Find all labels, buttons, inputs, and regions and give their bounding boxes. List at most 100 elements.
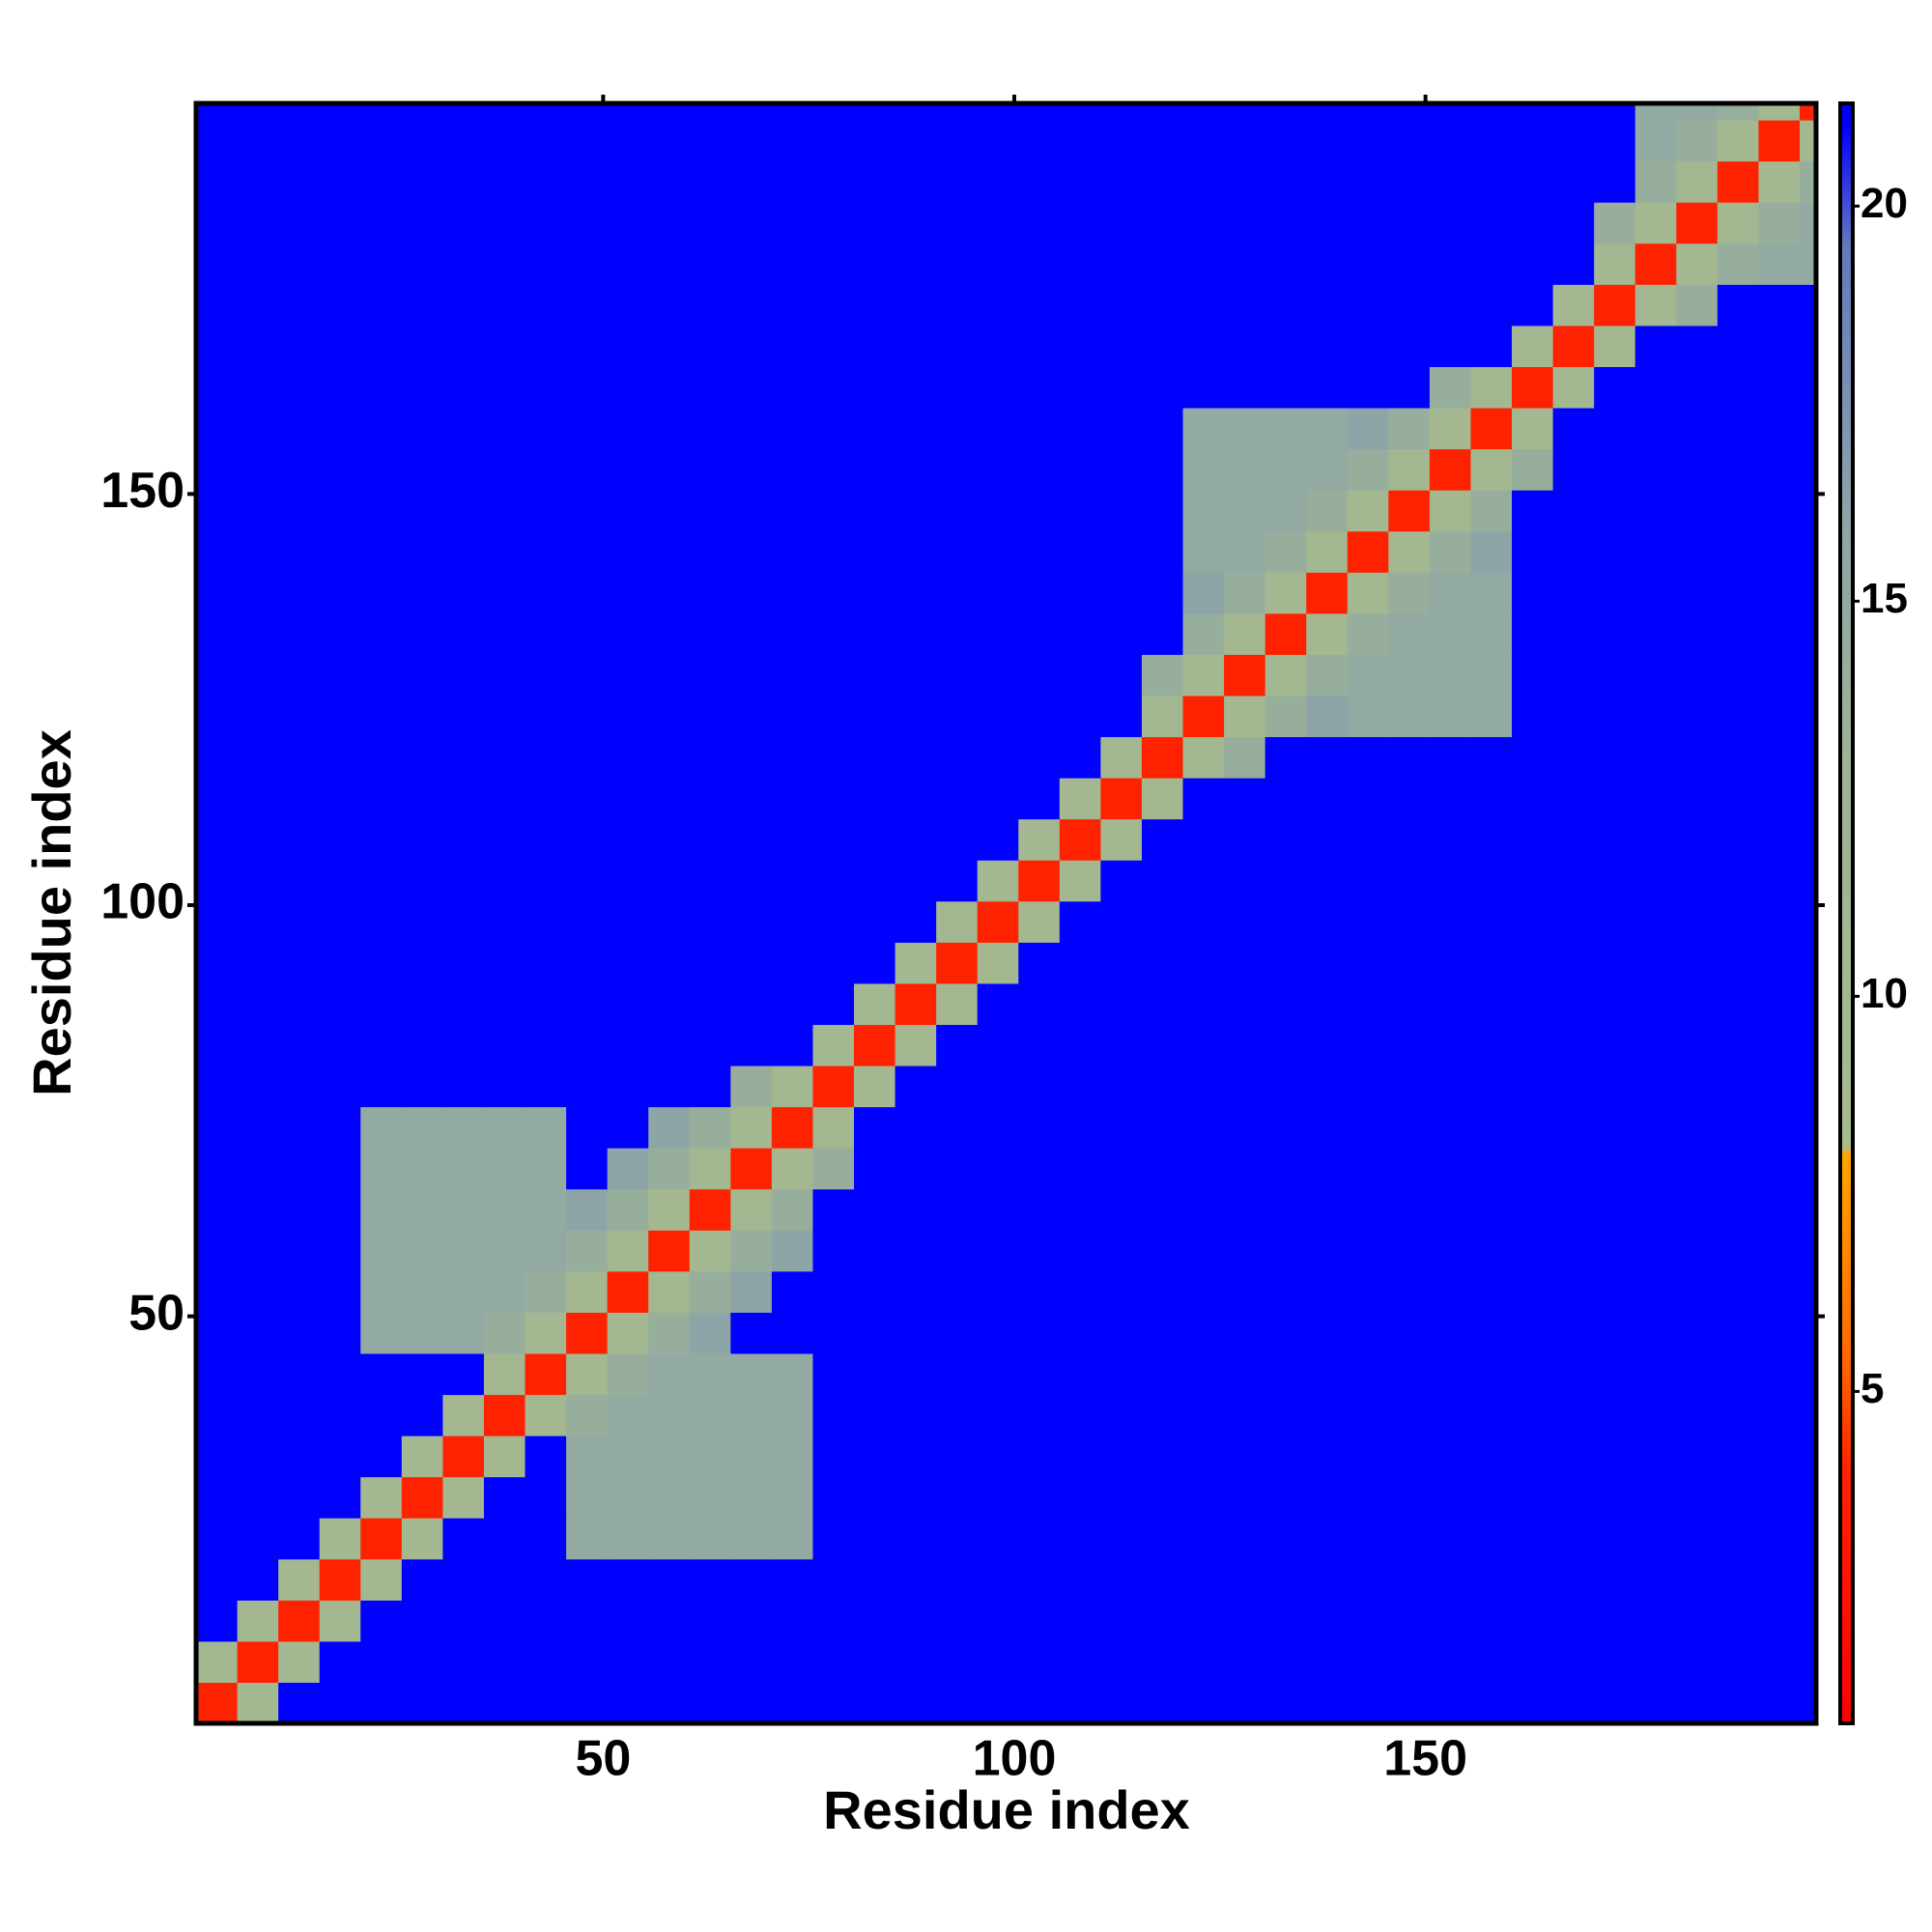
heatmap-cell (525, 1230, 567, 1272)
heatmap-cell (648, 160, 691, 203)
heatmap-cell (360, 1148, 403, 1190)
heatmap-cell (854, 103, 896, 121)
heatmap-cell (1429, 695, 1472, 738)
heatmap-cell (648, 778, 691, 820)
heatmap-cell (1182, 654, 1225, 696)
heatmap-cell (1224, 366, 1266, 409)
heatmap-cell (360, 366, 403, 409)
heatmap-cell (771, 942, 814, 984)
heatmap-cell (319, 1558, 361, 1601)
heatmap-cell (1799, 982, 1817, 1026)
colorbar-tick-label: 10 (1861, 970, 1908, 1017)
heatmap-cell (771, 407, 814, 450)
heatmap-cell (1018, 736, 1061, 779)
heatmap-cell (1264, 1476, 1307, 1519)
heatmap-cell (1388, 654, 1431, 696)
heatmap-cell (1264, 572, 1307, 614)
heatmap-cell (1676, 448, 1719, 491)
heatmap-cell (319, 1024, 361, 1066)
heatmap-cell (1758, 572, 1801, 614)
heatmap-cell (566, 103, 609, 121)
heatmap-cell (360, 1312, 403, 1354)
heatmap-cell (483, 1270, 526, 1313)
heatmap-cell (1182, 942, 1225, 984)
heatmap-cell (689, 982, 731, 1026)
heatmap-cell (895, 1065, 937, 1108)
heatmap-cell (730, 490, 773, 532)
heatmap-cell (1224, 1065, 1266, 1108)
heatmap-cell (566, 572, 609, 614)
heatmap-cell (442, 778, 485, 820)
heatmap-cell (895, 530, 937, 573)
heatmap-cell (1182, 160, 1225, 203)
heatmap-cell (1347, 1600, 1389, 1642)
heatmap-cell (812, 1270, 855, 1313)
heatmap-cell (1059, 572, 1101, 614)
heatmap-cell (1470, 407, 1513, 450)
heatmap-cell (196, 366, 239, 409)
heatmap-cell (812, 1394, 855, 1436)
heatmap-cell (771, 1024, 814, 1066)
heatmap-cell (525, 1270, 567, 1313)
heatmap-cell (1306, 818, 1349, 861)
heatmap-cell (1552, 1148, 1595, 1190)
heatmap-cell (607, 366, 649, 409)
heatmap-cell (1676, 202, 1719, 244)
heatmap-cell (360, 1435, 403, 1478)
heatmap-cell (278, 942, 321, 984)
heatmap-cell (977, 1352, 1019, 1396)
heatmap-cell (1676, 1352, 1719, 1396)
heatmap-cell (1264, 242, 1307, 285)
heatmap-cell (1388, 160, 1431, 203)
heatmap-cell (1141, 1230, 1184, 1272)
heatmap-cell (525, 612, 567, 655)
heatmap-cell (1758, 1682, 1801, 1724)
heatmap-cell (1799, 1640, 1817, 1684)
heatmap-cell (1059, 612, 1101, 655)
heatmap-cell (977, 1188, 1019, 1231)
heatmap-cell (1717, 1065, 1760, 1108)
heatmap-cell (854, 530, 896, 573)
heatmap-cell (895, 1024, 937, 1066)
y-axis-title: Residue index (21, 729, 82, 1096)
heatmap-cell (1388, 120, 1431, 162)
heatmap-cell (1512, 325, 1554, 368)
heatmap-cell (1264, 448, 1307, 491)
heatmap-cell (1470, 1270, 1513, 1313)
heatmap-cell (1758, 982, 1801, 1026)
heatmap-cell (1717, 120, 1760, 162)
heatmap-cell (1552, 366, 1595, 409)
heatmap-cell (895, 612, 937, 655)
heatmap-cell (1717, 242, 1760, 285)
heatmap-cell (730, 1188, 773, 1231)
heatmap-cell (196, 1188, 239, 1231)
heatmap-cell (730, 1640, 773, 1684)
heatmap-cell (1306, 242, 1349, 285)
heatmap-cell (1018, 942, 1061, 984)
heatmap-cell (1059, 103, 1101, 121)
heatmap-cell (1141, 1024, 1184, 1066)
heatmap-cell (895, 860, 937, 902)
heatmap-cell (278, 900, 321, 943)
heatmap-cell (319, 1518, 361, 1560)
heatmap-cell (1347, 160, 1389, 203)
heatmap-cell (401, 1024, 443, 1066)
heatmap-cell (1388, 1065, 1431, 1108)
heatmap-cell (1018, 1476, 1061, 1519)
heatmap-cell (895, 490, 937, 532)
heatmap-cell (1758, 1558, 1801, 1601)
heatmap-cell (1388, 1188, 1431, 1231)
heatmap-cell (607, 1270, 649, 1313)
heatmap-cell (483, 612, 526, 655)
heatmap-cell (607, 202, 649, 244)
heatmap-cell (607, 695, 649, 738)
heatmap-cell (278, 1024, 321, 1066)
heatmap-cell (237, 1024, 279, 1066)
heatmap-cell (319, 1106, 361, 1149)
heatmap-cell (483, 1148, 526, 1190)
heatmap-cell (771, 1600, 814, 1642)
heatmap-cell (812, 654, 855, 696)
heatmap-cell (812, 1640, 855, 1684)
heatmap-cell (1100, 942, 1143, 984)
heatmap-cell (1306, 1558, 1349, 1601)
